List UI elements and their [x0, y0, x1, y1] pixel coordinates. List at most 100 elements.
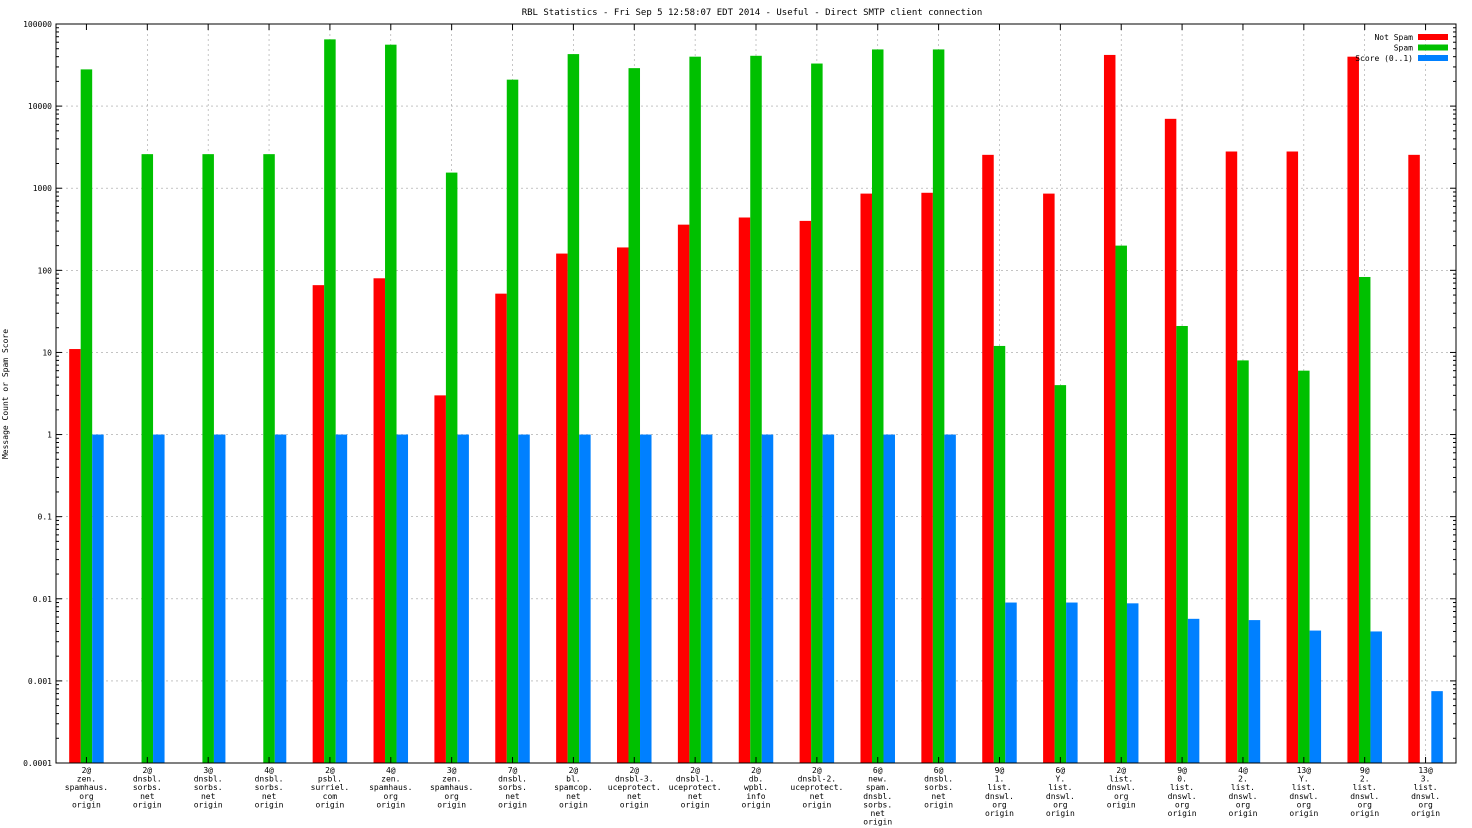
- bar-not-spam: [1164, 118, 1177, 764]
- y-tick-label: 100: [38, 266, 53, 275]
- x-tick-label: 13@ 3. list. dnswl. org origin: [1411, 766, 1440, 818]
- x-tick-label: 9@ 0. list. dnswl. org origin: [1168, 766, 1197, 818]
- bar-not-spam: [1408, 154, 1420, 763]
- bar-score: [274, 434, 287, 763]
- bar-not-spam: [312, 285, 325, 763]
- bar-spam: [628, 68, 641, 764]
- x-tick-label: 6@ new. spam. dnsbl. sorbs. net origin: [863, 766, 892, 827]
- bar-score: [1431, 691, 1443, 763]
- bar-not-spam: [617, 247, 629, 763]
- bar-spam: [1054, 385, 1067, 763]
- bar-score: [944, 434, 956, 763]
- bar-spam: [141, 154, 154, 763]
- bar-spam: [506, 79, 519, 764]
- x-tick-label: 2@ list. dnswl. org origin: [1107, 766, 1136, 809]
- bar-score: [335, 434, 348, 763]
- x-tick-label: 2@ db. wpbl. info origin: [742, 766, 771, 809]
- bars: [69, 39, 1443, 764]
- plot-frame: [55, 23, 1457, 764]
- bar-not-spam: [434, 395, 446, 763]
- y-tick-label: 0.001: [28, 677, 52, 686]
- bar-score: [213, 434, 226, 763]
- bar-score: [700, 434, 713, 763]
- bar-not-spam: [738, 217, 751, 763]
- x-tick-label: 2@ psbl. surriel. com origin: [311, 766, 350, 809]
- bar-spam: [811, 63, 823, 764]
- bar-score: [92, 434, 104, 763]
- x-tick-label: 2@ dnsbl-3. uceprotect. net origin: [608, 766, 661, 809]
- y-tick-label: 100000: [23, 20, 52, 29]
- bar-not-spam: [1225, 151, 1238, 763]
- bar-not-spam: [982, 154, 994, 763]
- bar-spam: [1358, 276, 1371, 763]
- bar-spam: [385, 44, 397, 763]
- x-tick-label: 2@ dnsbl. sorbs. net origin: [133, 766, 162, 809]
- y-tick-label: 1: [47, 431, 52, 440]
- bar-score: [822, 434, 835, 763]
- bar-not-spam: [921, 192, 933, 763]
- bar-spam: [80, 69, 93, 763]
- bar-not-spam: [495, 293, 507, 763]
- bar-spam: [1237, 360, 1249, 763]
- bar-not-spam: [1103, 54, 1116, 763]
- y-tick-label: 0.0001: [23, 759, 52, 768]
- bar-spam: [324, 39, 336, 764]
- bar-spam: [993, 345, 1006, 763]
- bar-spam: [202, 154, 214, 763]
- x-tick-label: 13@ Y. list. dnswl. org origin: [1289, 766, 1318, 818]
- x-tick-label: 6@ Y. list. dnswl. org origin: [1046, 766, 1075, 818]
- x-tick-label: 3@ zen. spamhaus. org origin: [430, 766, 473, 809]
- bar-spam: [871, 49, 884, 763]
- bar-spam: [1298, 370, 1310, 763]
- bar-spam: [263, 154, 275, 763]
- x-tick-label: 2@ dnsbl-2. uceprotect. net origin: [790, 766, 843, 809]
- bar-not-spam: [799, 220, 812, 763]
- bar-not-spam: [860, 193, 872, 763]
- legend-swatch: [1418, 55, 1448, 61]
- bar-score: [1126, 603, 1139, 763]
- bar-not-spam: [1347, 56, 1359, 764]
- bar-not-spam: [677, 224, 690, 763]
- legend-label: Score (0..1): [1355, 54, 1413, 63]
- bar-not-spam: [69, 349, 81, 763]
- x-tick-label: 9@ 1. list. dnswl. org origin: [985, 766, 1014, 818]
- x-tick-label: 2@ dnsbl-1. uceprotect. net origin: [669, 766, 722, 809]
- bar-score: [1248, 620, 1261, 763]
- x-tick-label: 2@ zen. spamhaus. org origin: [65, 766, 108, 809]
- y-tick-label: 0.01: [33, 595, 52, 604]
- bar-score: [396, 434, 409, 763]
- x-tick-label: 4@ dnsbl. sorbs. net origin: [255, 766, 284, 809]
- bar-spam: [932, 49, 945, 763]
- y-tick-label: 1000: [33, 184, 52, 193]
- bar-score: [761, 434, 774, 763]
- chart-title: RBL Statistics - Fri Sep 5 12:58:07 EDT …: [522, 8, 983, 18]
- y-tick-label: 10000: [28, 102, 52, 111]
- bar-spam: [445, 172, 458, 763]
- y-tick-label: 10: [42, 348, 52, 357]
- bar-score: [1187, 618, 1200, 763]
- bar-score: [579, 434, 591, 763]
- bar-not-spam: [1286, 151, 1299, 763]
- y-axis-label: Message Count or Spam Score: [1, 329, 10, 459]
- bar-not-spam: [556, 253, 568, 763]
- x-tick-label: 3@ dnsbl. sorbs. net origin: [194, 766, 223, 809]
- x-tick-label: 6@ dnsbl. sorbs. net origin: [924, 766, 953, 809]
- x-tick-label: 4@ zen. spamhaus. org origin: [369, 766, 412, 809]
- legend-label: Not Spam: [1374, 33, 1413, 42]
- bar-score: [1370, 631, 1382, 763]
- x-tick-label: 4@ 2. list. dnswl. org origin: [1229, 766, 1258, 818]
- bar-score: [883, 434, 895, 763]
- bar-not-spam: [1043, 193, 1055, 763]
- bar-score: [1005, 602, 1017, 763]
- x-tick-label: 7@ dnsbl. sorbs. net origin: [498, 766, 527, 809]
- legend-label: Spam: [1394, 44, 1413, 53]
- bar-score: [457, 434, 469, 763]
- bar-spam: [567, 54, 580, 763]
- bar-score: [640, 434, 652, 763]
- bar-score: [1066, 602, 1078, 763]
- x-tick-label: 9@ 2. list. dnswl. org origin: [1350, 766, 1379, 818]
- y-tick-label: 0.1: [38, 513, 53, 522]
- bar-score: [153, 434, 165, 763]
